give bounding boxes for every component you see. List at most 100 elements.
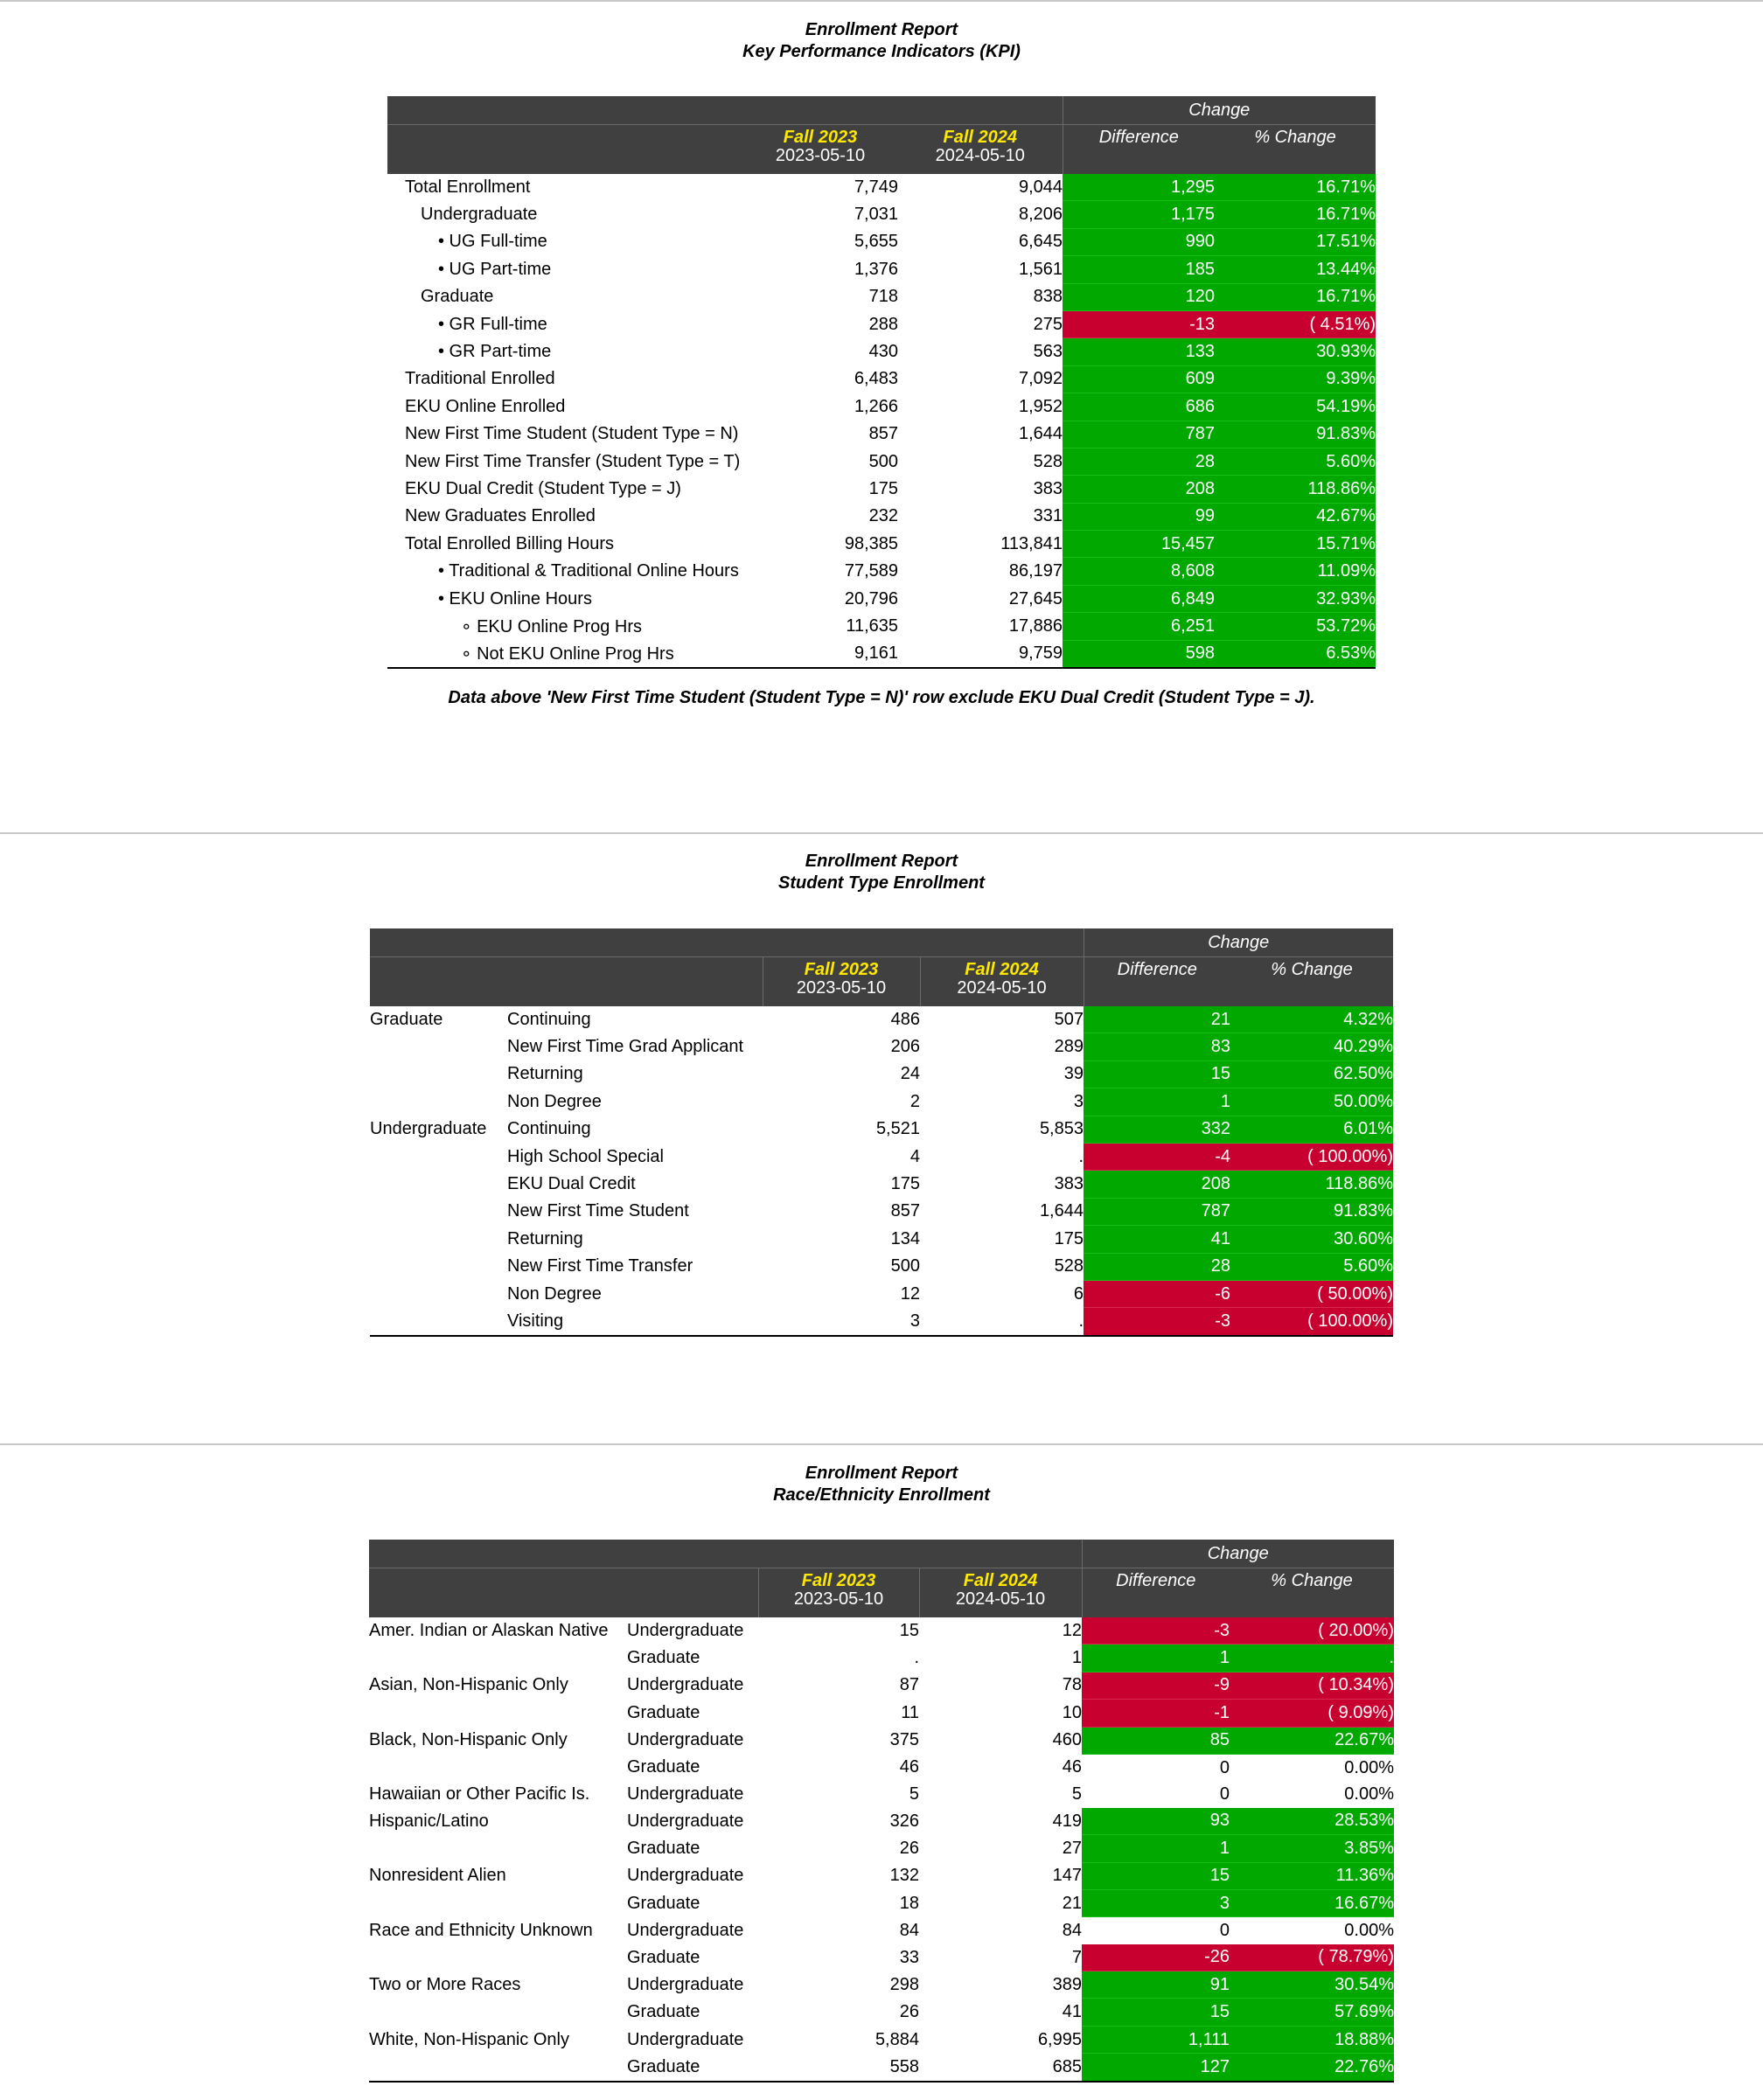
row-label: Continuing (507, 1009, 591, 1029)
row-label: Undergraduate (627, 1784, 744, 1804)
fall-2024-value: 27 (1062, 1838, 1082, 1858)
table-row: High School Special 4. -4( 100.00%) (370, 1143, 1393, 1172)
row-label: EKU Dual Credit (Student Type = J) (405, 478, 681, 498)
row-label: Total Enrollment (405, 177, 531, 197)
fall-2024-value: 17,886 (1008, 615, 1063, 636)
row-label: Undergraduate (627, 1811, 744, 1831)
table-row: • UG Part-time 1,376 1,561 185 13.44% (387, 255, 1376, 284)
fall-2024-value: 289 (1054, 1037, 1084, 1057)
pct-change-value: 16.71% (1215, 174, 1376, 202)
difference-value: 91 (1082, 1971, 1230, 1999)
fall-2023-value: 175 (890, 1174, 920, 1194)
difference-value: 83 (1084, 1033, 1230, 1061)
row-label: Traditional Enrolled (405, 369, 555, 389)
row-group (369, 1944, 627, 1971)
kpi-title-block: Enrollment Report Key Performance Indica… (0, 19, 1763, 63)
table-row: Graduate. 1 1. (369, 1644, 1394, 1672)
fall-2023-value: 500 (890, 1256, 920, 1276)
pct-change-value: ( 4.51%) (1215, 310, 1376, 339)
row-label: Undergraduate (627, 1866, 744, 1886)
fall-2023-value: 718 (868, 287, 898, 307)
pct-change-value: 22.67% (1230, 1727, 1394, 1755)
fall-2023-value: 132 (889, 1866, 919, 1886)
student-type-table: Change Fall 2023 2023-05-10 Fall 2024 2024… (370, 928, 1393, 1337)
table-row: Graduate 46 46 0 0.00% (369, 1754, 1394, 1782)
pct-change-value: 9.39% (1215, 365, 1376, 394)
pct-change-value: 18.88% (1230, 2026, 1394, 2055)
pct-change-value: 0.00% (1230, 1781, 1394, 1808)
fall-2023-value: 26 (899, 2002, 919, 2022)
difference-value: 598 (1063, 640, 1216, 670)
difference-value: 609 (1063, 365, 1216, 394)
row-group (370, 1253, 507, 1280)
table-row: Non Degree 12 6 -6( 50.00%) (370, 1280, 1393, 1309)
difference-value: 8,608 (1063, 557, 1216, 586)
fall-2024-value: 383 (1054, 1174, 1084, 1194)
fall-2023-value: 430 (868, 342, 898, 362)
difference-value: -26 (1082, 1944, 1230, 1972)
pct-change-value: 16.71% (1215, 200, 1376, 229)
kpi-header-pct-change: % Change (1215, 124, 1376, 174)
table-row: ∘ Not EKU Online Prog Hrs 9,161 9,759 598 6.… (387, 640, 1376, 670)
race-header-pct-change: % Change (1230, 1568, 1394, 1617)
table-row: Returning 134 175 41 30.60% (370, 1225, 1393, 1254)
pct-change-value: 6.01% (1230, 1116, 1393, 1144)
pct-change-value: 91.83% (1230, 1198, 1393, 1227)
table-row: Non Degree 2 3 1 50.00% (370, 1088, 1393, 1116)
fall-2024-value: 7 (1071, 1947, 1082, 1967)
fall-2024-value: 460 (1052, 1730, 1082, 1750)
pct-change-value: 32.93% (1215, 585, 1376, 614)
row-label: New First Time Transfer (Student Type = … (405, 451, 741, 471)
table-row: New Graduates Enrolled 232 331 99 42.67% (387, 503, 1376, 532)
fall-2023-value: 9,161 (742, 640, 898, 670)
row-label: EKU Dual Credit (507, 1174, 636, 1194)
fall-2024-value: 1,952 (1018, 396, 1063, 416)
pct-change-value: 6.53% (1215, 640, 1376, 670)
pct-change-value: 91.83% (1215, 421, 1376, 449)
row-group (369, 1835, 627, 1862)
difference-value: 1,111 (1082, 2026, 1230, 2055)
difference-value: 127 (1082, 2053, 1230, 2083)
row-label: Graduate (421, 287, 494, 307)
table-row: Traditional Enrolled 6,483 7,092 609 9.39% (387, 365, 1376, 394)
section-divider (0, 832, 1763, 834)
difference-value: -1 (1082, 1699, 1230, 1728)
fall-2024-value: 9,044 (1018, 177, 1063, 197)
difference-value: 85 (1082, 1727, 1230, 1755)
row-group (369, 1999, 627, 2026)
table-row: Undergraduate 7,031 8,206 1,175 16.71% (387, 200, 1376, 229)
section-divider (0, 0, 1763, 2)
table-row: • UG Full-time 5,655 6,645 990 17.51% (387, 228, 1376, 257)
row-group (369, 1889, 627, 1916)
fall-2024-value: 175 (1054, 1228, 1084, 1248)
pct-change-value: 57.69% (1230, 1998, 1394, 2027)
table-row: Graduate 558 685 127 22.76% (369, 2053, 1394, 2083)
difference-value: -13 (1063, 310, 1216, 339)
row-label: • UG Part-time (438, 259, 552, 279)
fall-2024-value: 3 (1073, 1091, 1084, 1111)
table-row: Total Enrolled Billing Hours 98,385 113,84… (387, 530, 1376, 559)
fall-2024-value: 84 (1062, 1920, 1082, 1940)
table-row: Returning 24 39 15 62.50% (370, 1060, 1393, 1089)
pct-change-value: ( 9.09%) (1230, 1699, 1394, 1728)
pct-change-value: 30.60% (1230, 1225, 1393, 1254)
pct-change-value: 16.67% (1230, 1889, 1394, 1918)
row-label: Total Enrolled Billing Hours (405, 533, 615, 553)
difference-value: 332 (1084, 1116, 1230, 1144)
fall-2023-value: 298 (889, 1974, 919, 1994)
fall-2023-value: 18 (899, 1893, 919, 1913)
difference-value: -4 (1084, 1143, 1230, 1172)
row-group (369, 1645, 627, 1672)
fall-2023-value: 206 (890, 1037, 920, 1057)
fall-2024-value: 528 (1033, 451, 1063, 471)
table-row: Asian, Non-Hispanic Only Undergraduate 87 7… (369, 1672, 1394, 1700)
fall-2023-value: 500 (868, 451, 898, 471)
kpi-report-title: Enrollment Report (805, 20, 958, 39)
row-label: • EKU Online Hours (438, 588, 592, 608)
difference-value: 133 (1063, 337, 1216, 366)
row-group: Hispanic/Latino (369, 1811, 489, 1831)
fall-2024-value: 5 (1071, 1784, 1082, 1804)
table-row: New First Time Student (Student Type = N… (387, 421, 1376, 449)
row-label: New First Time Student (507, 1201, 689, 1221)
row-label: Undergraduate (627, 1620, 744, 1640)
